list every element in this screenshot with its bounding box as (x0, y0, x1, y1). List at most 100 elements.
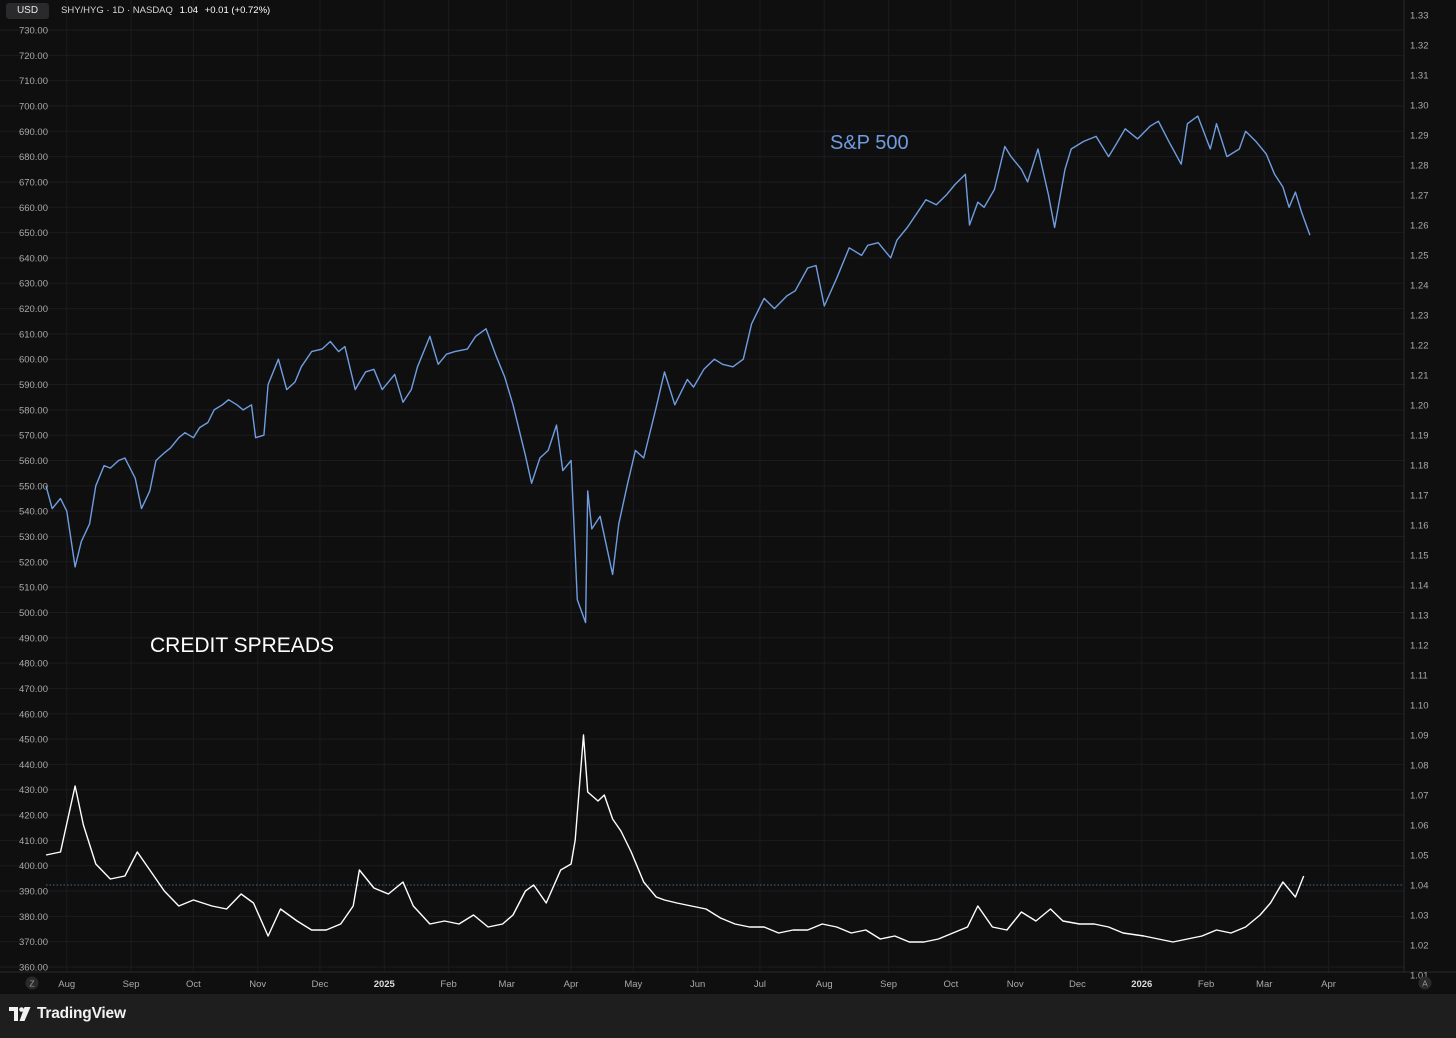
time-axis-tick-label: Apr (1321, 979, 1336, 990)
tradingview-logo[interactable]: TradingView (9, 1005, 126, 1023)
time-axis[interactable]: Aug Sep Oct Nov Dec 2025 Feb Mar Apr May Jun Jul Aug… (58, 979, 1336, 990)
right-axis-tick-label: 1.33 (1410, 11, 1429, 22)
right-axis-tick-label: 1.32 (1410, 41, 1429, 52)
left-axis-tick-label: 570.00 (19, 431, 48, 442)
left-axis-tick-label: 540.00 (19, 507, 48, 518)
left-price-axis[interactable]: 730.00 720.00 710.00 700.00 690.00 680.00 670.… (19, 26, 48, 974)
left-axis-tick-label: 720.00 (19, 51, 48, 62)
time-axis-tick-label: Mar (499, 979, 515, 990)
time-axis-tick-label: May (624, 979, 642, 990)
left-axis-tick-label: 410.00 (19, 836, 48, 847)
left-axis-tick-label: 380.00 (19, 912, 48, 923)
right-axis-tick-label: 1.31 (1410, 71, 1429, 82)
auto-scale-left-button[interactable] (25, 976, 39, 990)
series-layer (45, 115, 1311, 943)
right-axis-tick-label: 1.26 (1410, 221, 1429, 232)
left-axis-tick-label: 500.00 (19, 608, 48, 619)
right-axis-tick-label: 1.23 (1410, 311, 1429, 322)
right-axis-tick-label: 1.07 (1410, 791, 1429, 802)
left-axis-tick-label: 640.00 (19, 253, 48, 264)
left-axis-tick-label: 730.00 (19, 26, 48, 37)
symbol-text: SHY/HYG · 1D · NASDAQ (61, 5, 173, 16)
time-axis-tick-label: Jul (754, 979, 766, 990)
right-axis-tick-label: 1.24 (1410, 281, 1429, 292)
right-axis-tick-label: 1.08 (1410, 761, 1429, 772)
right-axis-button-label: A (1422, 979, 1428, 989)
left-axis-tick-label: 650.00 (19, 228, 48, 239)
right-axis-tick-label: 1.04 (1410, 881, 1429, 892)
left-axis-tick-label: 430.00 (19, 785, 48, 796)
left-axis-tick-label: 550.00 (19, 481, 48, 492)
right-axis-tick-label: 1.14 (1410, 581, 1429, 592)
tradingview-brand: TradingView (37, 1005, 126, 1022)
right-axis-tick-label: 1.03 (1410, 911, 1429, 922)
time-axis-tick-label: Dec (311, 979, 328, 990)
right-axis-tick-label: 1.09 (1410, 731, 1429, 742)
chart-area[interactable]: 730.00 720.00 710.00 700.00 690.00 680.00 670.… (0, 0, 1456, 1012)
time-axis-tick-label: Oct (186, 979, 201, 990)
right-axis-tick-label: 1.20 (1410, 401, 1429, 412)
time-axis-tick-label: Feb (440, 979, 456, 990)
left-axis-tick-label: 680.00 (19, 152, 48, 163)
right-axis-tick-label: 1.29 (1410, 131, 1429, 142)
left-axis-tick-label: 490.00 (19, 633, 48, 644)
left-axis-tick-label: 620.00 (19, 304, 48, 315)
symbol-legend[interactable]: SHY/HYG · 1D · NASDAQ 1.04 +0.01 (+0.72%… (61, 5, 270, 16)
last-value: 1.04 (179, 5, 199, 16)
right-axis-tick-label: 1.13 (1410, 611, 1429, 622)
left-axis-button-label: Z (29, 979, 34, 989)
left-axis-tick-label: 710.00 (19, 76, 48, 87)
time-axis-tick-label: 2025 (374, 979, 396, 990)
left-axis-tick-label: 690.00 (19, 127, 48, 138)
time-axis-tick-label: Sep (880, 979, 897, 990)
right-axis-tick-label: 1.06 (1410, 821, 1429, 832)
left-axis-tick-label: 360.00 (19, 963, 48, 974)
time-axis-tick-label: Nov (1007, 979, 1024, 990)
left-axis-tick-label: 530.00 (19, 532, 48, 543)
currency-badge[interactable]: USD (6, 3, 49, 19)
left-axis-tick-label: 450.00 (19, 735, 48, 746)
left-axis-tick-label: 670.00 (19, 177, 48, 188)
time-axis-tick-label: Aug (58, 979, 75, 990)
chart-svg[interactable]: 730.00 720.00 710.00 700.00 690.00 680.00 670.… (0, 0, 1456, 1012)
right-axis-tick-label: 1.12 (1410, 641, 1429, 652)
change-text: +0.01 (+0.72%) (204, 5, 271, 16)
time-axis-tick-label: Feb (1198, 979, 1214, 990)
right-axis-tick-label: 1.01 (1410, 971, 1429, 982)
left-axis-tick-label: 440.00 (19, 760, 48, 771)
time-axis-tick-label: Oct (943, 979, 958, 990)
tradingview-logo-icon (9, 1007, 31, 1021)
footer-bar: TradingView (0, 994, 1456, 1038)
time-axis-tick-label: Mar (1256, 979, 1272, 990)
right-axis-tick-label: 1.27 (1410, 191, 1429, 202)
left-axis-tick-label: 580.00 (19, 405, 48, 416)
time-axis-tick-label: Dec (1069, 979, 1086, 990)
right-axis-tick-label: 1.16 (1410, 521, 1429, 532)
time-axis-tick-label: Nov (249, 979, 266, 990)
left-axis-tick-label: 700.00 (19, 101, 48, 112)
credit-spreads-series-line (45, 734, 1305, 943)
right-axis-tick-label: 1.15 (1410, 551, 1429, 562)
right-axis-tick-label: 1.21 (1410, 371, 1429, 382)
time-axis-tick-label: Sep (123, 979, 140, 990)
left-axis-tick-label: 610.00 (19, 329, 48, 340)
left-axis-tick-label: 420.00 (19, 811, 48, 822)
left-axis-tick-label: 520.00 (19, 557, 48, 568)
time-axis-tick-label: Apr (564, 979, 579, 990)
left-axis-tick-label: 400.00 (19, 861, 48, 872)
right-axis-tick-label: 1.02 (1410, 941, 1429, 952)
right-axis-tick-label: 1.17 (1410, 491, 1429, 502)
auto-scale-right-button[interactable] (1418, 976, 1432, 990)
time-axis-tick-label: 2026 (1131, 979, 1152, 990)
left-axis-tick-label: 390.00 (19, 887, 48, 898)
left-axis-tick-label: 470.00 (19, 684, 48, 695)
left-axis-tick-label: 590.00 (19, 380, 48, 391)
right-axis-tick-label: 1.28 (1410, 161, 1429, 172)
time-axis-tick-label: Jun (690, 979, 705, 990)
right-axis-tick-label: 1.11 (1410, 671, 1428, 682)
left-axis-tick-label: 600.00 (19, 355, 48, 366)
left-axis-tick-label: 510.00 (19, 583, 48, 594)
chart-background (0, 0, 1456, 994)
sp500-series-line (45, 115, 1311, 624)
right-axis-tick-label: 1.25 (1410, 251, 1429, 262)
